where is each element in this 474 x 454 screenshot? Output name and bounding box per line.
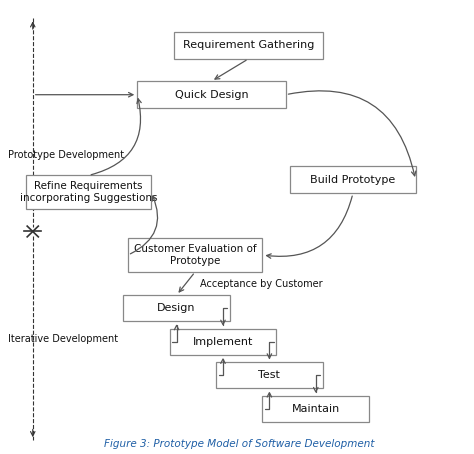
Text: Test: Test xyxy=(258,370,280,380)
FancyBboxPatch shape xyxy=(290,167,416,193)
Text: Iterative Development: Iterative Development xyxy=(8,334,118,344)
Text: Quick Design: Quick Design xyxy=(174,90,248,100)
Text: Customer Evaluation of
Prototype: Customer Evaluation of Prototype xyxy=(134,244,256,266)
Text: Build Prototype: Build Prototype xyxy=(310,175,395,185)
FancyBboxPatch shape xyxy=(137,81,286,108)
Text: Maintain: Maintain xyxy=(292,404,340,414)
Text: Requirement Gathering: Requirement Gathering xyxy=(183,40,314,50)
Text: Prototype Development: Prototype Development xyxy=(8,150,124,160)
FancyBboxPatch shape xyxy=(26,175,151,209)
FancyBboxPatch shape xyxy=(174,32,323,59)
FancyBboxPatch shape xyxy=(263,396,369,422)
Text: Refine Requirements
incorporating Suggestions: Refine Requirements incorporating Sugges… xyxy=(20,181,157,203)
FancyBboxPatch shape xyxy=(123,295,230,321)
Text: Implement: Implement xyxy=(193,337,253,347)
Text: Design: Design xyxy=(157,303,196,313)
Text: Acceptance by Customer: Acceptance by Customer xyxy=(200,279,322,289)
Text: Figure 3: Prototype Model of Software Development: Figure 3: Prototype Model of Software De… xyxy=(104,439,374,449)
FancyBboxPatch shape xyxy=(170,329,276,355)
FancyBboxPatch shape xyxy=(128,238,263,272)
FancyBboxPatch shape xyxy=(216,362,323,389)
